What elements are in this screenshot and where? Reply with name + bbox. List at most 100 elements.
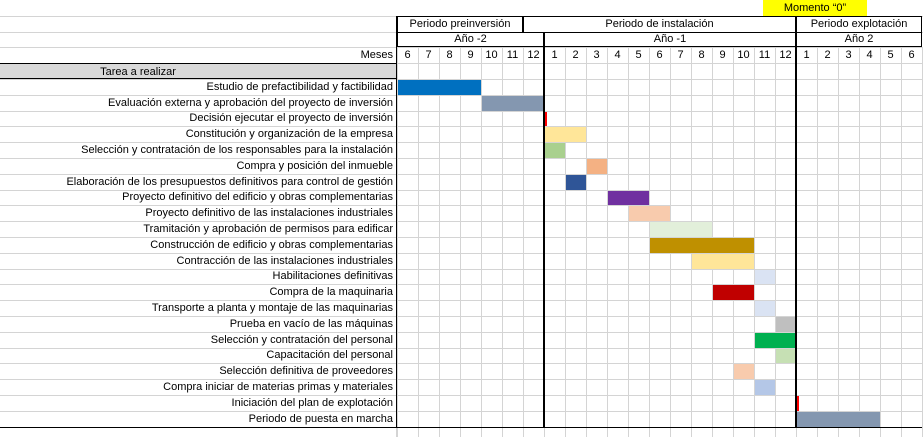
task-name: Contracción de las instalaciones industr…	[176, 255, 393, 267]
grid-vline	[460, 47, 461, 437]
month-6: 12	[527, 49, 540, 61]
task-bar	[776, 349, 796, 363]
grid-hline	[0, 205, 923, 206]
task-bar	[755, 301, 775, 316]
task-bar	[629, 206, 670, 221]
task-name: Constitución y organización de la empres…	[185, 128, 393, 140]
month-9: 3	[593, 49, 600, 61]
month-5: 11	[506, 49, 519, 61]
month-10: 4	[614, 49, 621, 61]
task-name: Compra de la maquinaria	[269, 286, 393, 298]
grid-vline	[901, 47, 902, 437]
grid-vline	[586, 47, 587, 437]
task-name: Capacitación del personal	[266, 349, 393, 361]
task-bar	[797, 412, 880, 427]
task-name: Transporte a planta y montaje de las maq…	[151, 302, 393, 314]
task-bar	[608, 191, 649, 205]
task-bar	[734, 364, 754, 379]
task-bar	[398, 80, 481, 95]
frame-left	[396, 16, 397, 427]
month-19: 1	[803, 49, 810, 61]
task-bar	[482, 96, 544, 111]
grid-vline	[859, 47, 860, 437]
grid-hline	[0, 63, 923, 64]
grid-vline	[880, 47, 881, 437]
grid-hline	[0, 237, 923, 238]
grid-hline	[0, 174, 923, 175]
task-bar	[692, 254, 754, 269]
task-name: Selección definitiva de proveedores	[219, 365, 393, 377]
task-header: Tarea a realizar	[0, 63, 396, 79]
year-1: Año -1	[544, 32, 796, 47]
month-17: 11	[758, 49, 771, 61]
grid-vline	[523, 47, 524, 437]
grid-hline	[0, 379, 923, 380]
grid-vline	[607, 47, 608, 437]
grid-hline	[0, 332, 923, 333]
month-23: 5	[887, 49, 894, 61]
grid-hline	[0, 79, 923, 80]
month-18: 12	[779, 49, 792, 61]
frame-bottom	[0, 427, 922, 428]
grid-hline	[0, 411, 923, 412]
task-bar	[755, 380, 775, 395]
task-bar	[545, 127, 586, 142]
task-name: Tramitación y aprobación de permisos par…	[143, 223, 393, 235]
grid-hline	[0, 269, 923, 270]
grid-vline	[775, 47, 776, 437]
grid-vline	[628, 47, 629, 437]
month-1: 7	[425, 49, 432, 61]
grid-vline	[397, 47, 398, 437]
task-bar	[587, 159, 607, 174]
task-name: Construcción de edificio y obras complem…	[150, 239, 393, 251]
separator-explotation	[795, 16, 797, 427]
grid-hline	[0, 348, 923, 349]
grid-vline	[418, 47, 419, 437]
month-12: 6	[656, 49, 663, 61]
task-name: Decisión ejecutar el proyecto de inversi…	[189, 112, 393, 124]
grid-vline	[502, 47, 503, 437]
task-name: Estudio de prefactibilidad y factibilida…	[206, 81, 393, 93]
separator-installation	[543, 47, 545, 427]
grid-hline	[0, 363, 923, 364]
task-name: Proyecto definitivo de las instalaciones…	[145, 207, 393, 219]
task-bar	[755, 333, 796, 348]
period-0: Periodo preinversión	[397, 16, 523, 32]
grid-hline	[0, 190, 923, 191]
momento-label: Momento “0”	[763, 0, 867, 16]
month-0: 6	[404, 49, 411, 61]
month-8: 2	[572, 49, 579, 61]
month-22: 4	[866, 49, 873, 61]
task-name: Compra iniciar de materias primas y mate…	[163, 381, 393, 393]
month-11: 5	[635, 49, 642, 61]
month-14: 8	[698, 49, 705, 61]
grid-vline	[838, 47, 839, 437]
task-bar	[776, 317, 796, 332]
task-bar	[545, 112, 547, 126]
month-20: 2	[824, 49, 831, 61]
grid-hline	[0, 253, 923, 254]
grid-vline	[817, 47, 818, 437]
grid-vline	[754, 47, 755, 437]
task-name: Periodo de puesta en marcha	[248, 413, 393, 425]
month-7: 1	[551, 49, 558, 61]
task-name: Compra y posición del inmueble	[236, 160, 393, 172]
task-bar	[545, 143, 565, 158]
grid-hline	[0, 158, 923, 159]
task-bar	[797, 396, 799, 411]
task-bar	[755, 270, 775, 284]
month-15: 9	[719, 49, 726, 61]
grid-vline	[481, 47, 482, 437]
year-2: Año 2	[796, 32, 922, 47]
grid-hline	[0, 221, 923, 222]
grid-hline	[0, 126, 923, 127]
grid-hline	[0, 111, 923, 112]
grid-hline	[0, 284, 923, 285]
task-name: Proyecto definitivo del edificio y obras…	[122, 191, 393, 203]
month-21: 3	[845, 49, 852, 61]
task-name: Selección y contratación del personal	[210, 334, 393, 346]
task-name: Elaboración de los presupuestos definiti…	[66, 176, 393, 188]
task-name: Prueba en vacío de las máquinas	[229, 318, 393, 330]
month-4: 10	[485, 49, 498, 61]
